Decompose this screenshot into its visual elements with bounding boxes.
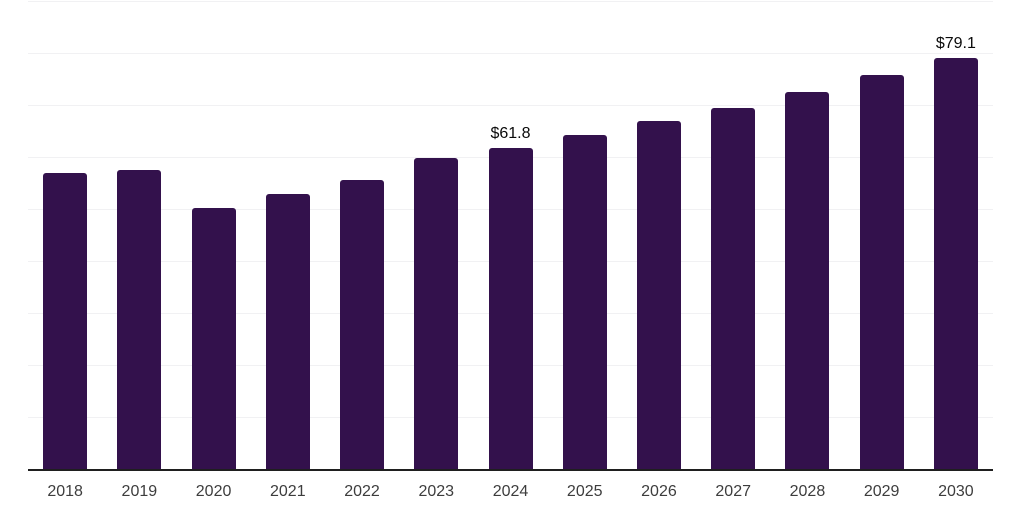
- bar-2025: [562, 135, 607, 469]
- x-tick-label-2024: 2024: [492, 483, 529, 500]
- bar-2020: [191, 207, 236, 469]
- bar-value-label-2024: $61.8: [490, 124, 531, 142]
- x-tick-label-2021: 2021: [270, 483, 306, 500]
- x-tick-label-2018: 2018: [47, 483, 83, 500]
- x-tick-label-2027: 2027: [715, 483, 751, 500]
- bar-value-label-2030: $79.1: [935, 34, 976, 52]
- bar-2023: [414, 158, 459, 469]
- gridline: [28, 105, 993, 106]
- bar-2026: [636, 121, 681, 469]
- x-tick-label-2030: 2030: [938, 483, 974, 500]
- bar-2027: [711, 108, 756, 469]
- x-tick-label-2025: 2025: [566, 483, 603, 500]
- bar-2030: [933, 57, 978, 469]
- bar-2021: [265, 193, 310, 469]
- x-tick-label-2023: 2023: [418, 483, 455, 500]
- x-tick-label-2026: 2026: [641, 483, 677, 500]
- x-tick-label-2019: 2019: [121, 483, 158, 500]
- gridline: [28, 1, 993, 2]
- bar-2024: [488, 147, 533, 469]
- gridline: [28, 53, 993, 54]
- bar-2018: [43, 173, 88, 469]
- bar-2019: [117, 170, 162, 469]
- x-tick-label-2020: 2020: [195, 483, 232, 500]
- plot-area: $61.8 $79.1: [28, 1, 993, 471]
- bar-2022: [340, 180, 385, 469]
- x-tick-label-2028: 2028: [789, 483, 826, 500]
- x-tick-label-2029: 2029: [863, 483, 900, 500]
- bar-2028: [785, 92, 830, 469]
- x-tick-label-2022: 2022: [344, 483, 380, 500]
- bar-2029: [859, 74, 904, 469]
